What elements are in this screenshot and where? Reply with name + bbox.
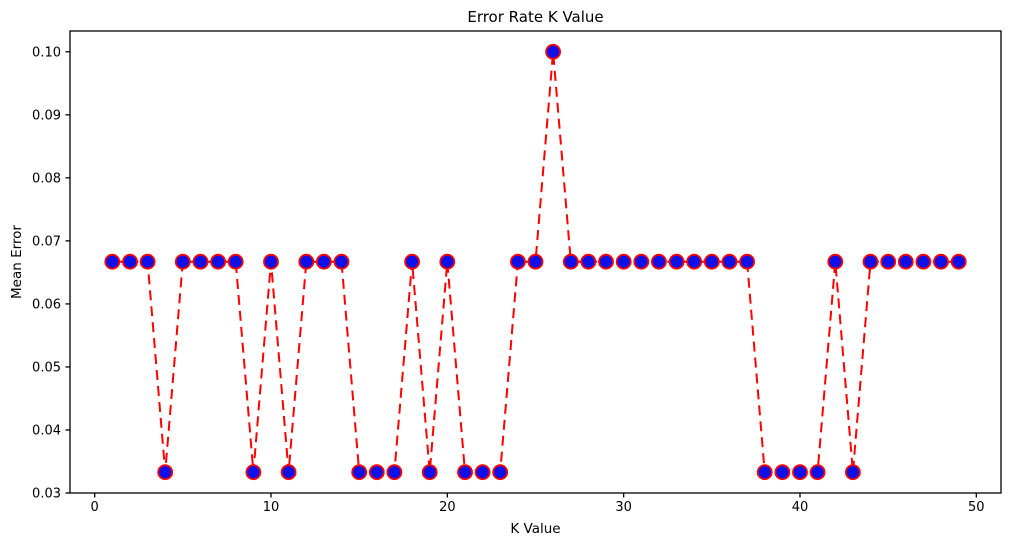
data-point-marker: [474, 464, 491, 481]
data-point-marker: [721, 253, 738, 270]
data-point-marker: [368, 464, 385, 481]
y-tick-label: 0.07: [32, 234, 61, 249]
data-point-marker: [439, 253, 456, 270]
data-point-marker: [527, 253, 544, 270]
data-point-marker: [845, 464, 861, 481]
data-point-marker: [122, 253, 138, 270]
data-point-marker: [686, 253, 703, 270]
data-point-marker: [668, 253, 685, 270]
data-point-marker: [139, 253, 156, 270]
data-point-marker: [615, 253, 632, 270]
data-point-marker: [933, 253, 949, 270]
data-point-marker: [827, 253, 844, 270]
data-point-marker: [862, 253, 879, 270]
data-point-marker: [245, 464, 262, 481]
data-point-marker: [897, 253, 914, 270]
data-point-marker: [157, 464, 174, 481]
data-point-marker: [104, 253, 121, 270]
data-point-marker: [492, 464, 509, 481]
data-point-marker: [457, 464, 473, 481]
data-point-marker: [809, 464, 826, 481]
data-point-marker: [950, 253, 967, 270]
data-point-marker: [510, 253, 526, 270]
data-point-marker: [633, 253, 650, 270]
data-point-marker: [280, 464, 297, 481]
data-point-marker: [545, 43, 561, 60]
data-point-marker: [351, 464, 368, 481]
y-tick-label: 0.03: [32, 487, 61, 502]
data-point-marker: [703, 253, 720, 270]
x-tick-label: 40: [792, 500, 809, 515]
data-point-marker: [298, 253, 315, 270]
data-point-marker: [739, 253, 755, 270]
y-tick-label: 0.04: [32, 423, 61, 438]
data-point-marker: [263, 253, 279, 270]
data-point-marker: [598, 253, 614, 270]
data-point-marker: [210, 253, 227, 270]
x-axis-label: K Value: [510, 521, 561, 537]
data-point-marker: [562, 253, 579, 270]
data-point-marker: [774, 464, 791, 481]
y-tick-label: 0.09: [32, 108, 61, 123]
y-tick-label: 0.06: [32, 297, 61, 312]
x-tick-label: 20: [439, 500, 456, 515]
x-tick-label: 10: [263, 500, 280, 515]
data-point-marker: [386, 464, 403, 481]
data-point-marker: [792, 464, 808, 481]
data-point-marker: [315, 253, 332, 270]
data-point-marker: [756, 464, 773, 481]
x-tick-label: 50: [968, 500, 985, 515]
x-tick-label: 0: [91, 500, 99, 515]
data-point-marker: [880, 253, 897, 270]
data-point-marker: [174, 253, 191, 270]
y-tick-label: 0.05: [32, 360, 61, 375]
x-tick-label: 30: [615, 500, 632, 515]
y-tick-label: 0.08: [32, 171, 61, 186]
data-point-marker: [404, 253, 421, 270]
data-point-marker: [915, 253, 932, 270]
data-point-marker: [651, 253, 667, 270]
data-point-marker: [333, 253, 350, 270]
chart-title: Error Rate K Value: [467, 8, 604, 26]
y-tick-label: 0.10: [32, 45, 61, 60]
axes-frame: [69, 30, 1002, 494]
data-point-marker: [421, 464, 438, 481]
data-point-marker: [227, 253, 244, 270]
data-point-marker: [192, 253, 209, 270]
data-point-marker: [580, 253, 597, 270]
y-axis-label: Mean Error: [9, 225, 25, 299]
